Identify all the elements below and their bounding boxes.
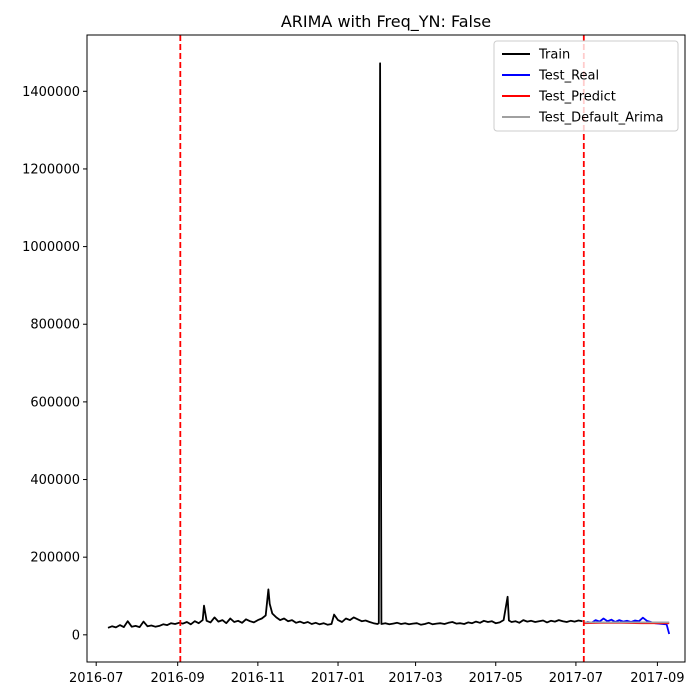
x-tick-label: 2016-07 [69, 671, 123, 686]
y-tick-label: 1000000 [22, 240, 80, 255]
series-line-train [107, 62, 583, 629]
y-tick-label: 200000 [30, 551, 80, 566]
y-tick-label: 0 [72, 628, 80, 643]
legend-label: Test_Real [538, 69, 599, 84]
series-line-test-real [583, 616, 671, 635]
x-tick-label: 2017-05 [469, 671, 523, 686]
plot-frame [86, 34, 686, 663]
y-tick-label: 800000 [30, 318, 80, 333]
y-tick-label: 1200000 [22, 162, 80, 177]
legend-label: Test_Predict [538, 90, 616, 105]
vline-layer [179, 35, 585, 662]
series-layer [107, 62, 671, 635]
x-tick-label: 2017-09 [630, 671, 684, 686]
legend-label: Test_Default_Arima [538, 111, 664, 126]
legend-label: Train [538, 48, 570, 63]
chart-title: ARIMA with Freq_YN: False [281, 12, 491, 32]
legend: Train Test_Real Test_Predict Test_Default_A… [493, 40, 679, 132]
legend-box [493, 40, 679, 132]
x-tick-label: 2016-11 [231, 671, 285, 686]
y-tick-label: 1400000 [22, 85, 80, 100]
x-tick-label: 2017-01 [311, 671, 365, 686]
x-tick-label: 2016-09 [151, 671, 205, 686]
x-tick-label: 2017-07 [549, 671, 603, 686]
x-tick-label: 2017-03 [388, 671, 442, 686]
axes-layer: 0 200000 400000 600000 800000 1000000 1200000 1… [22, 34, 686, 686]
y-tick-label: 600000 [30, 395, 80, 410]
y-tick-label: 400000 [30, 473, 80, 488]
